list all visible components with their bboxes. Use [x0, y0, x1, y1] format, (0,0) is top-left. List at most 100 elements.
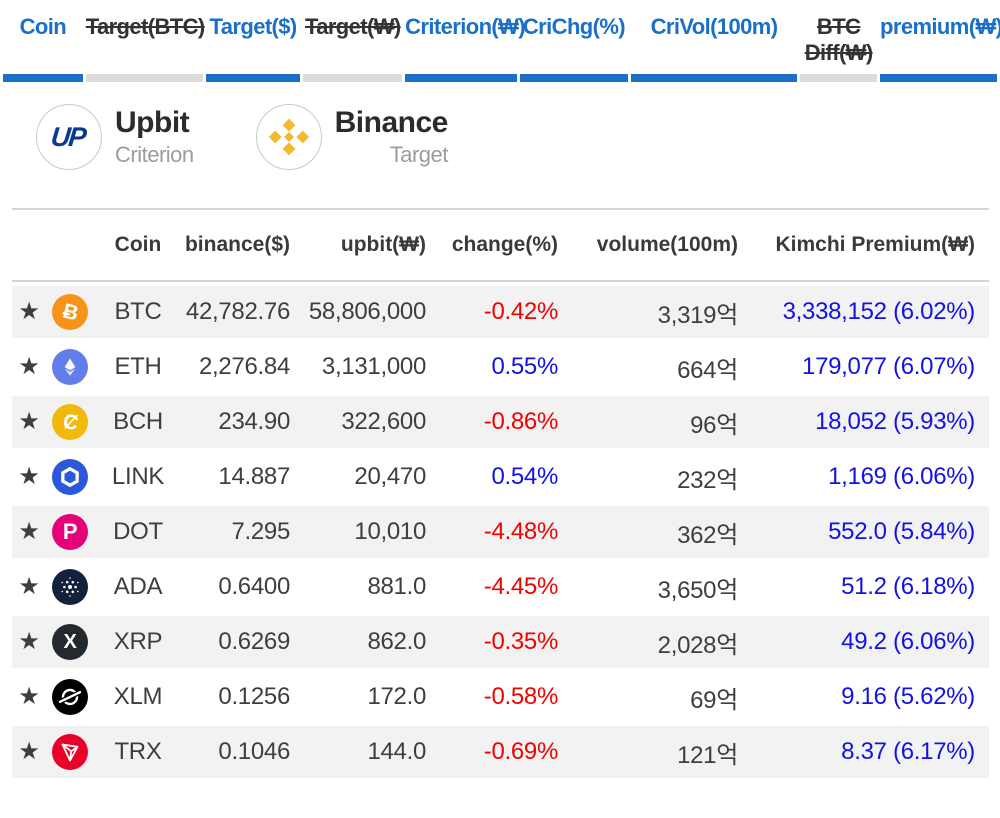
- volume-value: 69억: [690, 686, 738, 714]
- toggle-underline: [205, 74, 301, 82]
- kimchi-premium-value: 51.2 (6.18%): [841, 573, 975, 600]
- toggle-underline: [800, 74, 878, 82]
- toggle-underline: [405, 74, 518, 82]
- binance-price: 0.6400: [218, 573, 290, 600]
- coin-symbol: XLM: [113, 683, 163, 710]
- header-kimchi-premium: Kimchi Premium(₩): [775, 233, 975, 256]
- header-change: change(%): [451, 233, 558, 256]
- favorite-star-icon[interactable]: ★: [18, 683, 40, 710]
- change-percent: -0.69%: [483, 738, 559, 765]
- exchange-role: Criterion: [115, 142, 194, 167]
- toggle-btc-diff[interactable]: BTC Diff(₩): [800, 14, 878, 82]
- toggle-underline: [880, 74, 998, 82]
- table-body: ★ Ƀ BTC 42,782.76 58,806,000 -0.42% 3,319억 3,33…: [12, 286, 989, 778]
- binance-price: 0.1046: [218, 738, 290, 765]
- binance-logo-icon: [255, 104, 322, 170]
- toggle-label: Criterion(₩): [405, 14, 526, 39]
- favorite-star-icon[interactable]: ★: [18, 353, 40, 380]
- toggle-label: Target(₩): [304, 14, 401, 39]
- change-percent: -4.48%: [483, 518, 559, 545]
- toggle-label: Coin: [19, 14, 67, 39]
- link-coin-icon: [52, 459, 88, 495]
- coin-symbol: ETH: [114, 353, 162, 380]
- kimchi-premium-value: 49.2 (6.06%): [841, 628, 975, 655]
- favorite-star-icon[interactable]: ★: [18, 408, 40, 435]
- change-percent: -0.86%: [483, 408, 559, 435]
- ada-coin-icon: [52, 569, 88, 605]
- kimchi-premium-value: 3,338,152 (6.02%): [782, 298, 976, 325]
- header-coin: Coin: [114, 233, 162, 256]
- change-percent: -0.35%: [483, 628, 559, 655]
- toggle-crichg[interactable]: CriChg(%): [520, 14, 628, 82]
- coin-icon-cell: Ȼ: [46, 404, 94, 440]
- table-row: ★ Ƀ BTC 42,782.76 58,806,000 -0.42% 3,319억 3,33…: [12, 286, 989, 338]
- eth-coin-icon: [52, 349, 88, 385]
- kimchi-premium-value: 8.37 (6.17%): [841, 738, 975, 765]
- coin-icon-cell: X: [46, 624, 94, 660]
- binance-price: 42,782.76: [185, 298, 290, 325]
- favorite-star-icon[interactable]: ★: [18, 573, 40, 600]
- coin-icon-cell: [46, 459, 94, 495]
- kimchi-premium-value: 1,169 (6.06%): [828, 463, 975, 490]
- favorite-star-icon[interactable]: ★: [18, 518, 40, 545]
- favorite-star-icon[interactable]: ★: [18, 738, 40, 765]
- favorite-star-icon[interactable]: ★: [18, 298, 40, 325]
- table-row: ★ P DOT 7.295 10,010 -4.48% 362억 552.0 (5.84%): [12, 506, 989, 558]
- table-row: ★ ADA 0.6400 881.0 -4.45% 3,650억 51.2 (6.18%): [12, 561, 989, 613]
- coin-icon-cell: P: [46, 514, 94, 550]
- toggle-underline: [3, 74, 83, 82]
- toggle-label: premium(₩): [880, 14, 1000, 39]
- xrp-coin-icon: X: [52, 624, 88, 660]
- coin-symbol: BTC: [114, 298, 162, 325]
- exchange-role: Target: [389, 142, 449, 167]
- toggle-underline: [303, 74, 403, 82]
- dot-coin-icon: P: [52, 514, 88, 550]
- trx-coin-icon: [52, 734, 88, 770]
- toggle-target-krw[interactable]: Target(₩): [303, 14, 403, 82]
- upbit-price: 3,131,000: [321, 353, 426, 380]
- change-percent: 0.55%: [491, 353, 558, 380]
- volume-value: 96억: [690, 411, 738, 439]
- exchange-banner: UP Upbit Criterion: [36, 104, 1000, 170]
- exchange-name: Binance: [334, 106, 449, 139]
- coin-symbol: ADA: [113, 573, 163, 600]
- upbit-logo-icon: UP: [36, 104, 102, 170]
- table-row: ★ TRX 0.1046 144.0 -0.69% 121억 8.37 (6.17%): [12, 726, 989, 778]
- favorite-star-icon[interactable]: ★: [18, 463, 40, 490]
- toggle-target-btc[interactable]: Target(BTC): [85, 14, 205, 82]
- upbit-price: 144.0: [367, 738, 426, 765]
- upbit-mark: UP: [49, 121, 86, 152]
- toggle-premium[interactable]: premium(₩): [880, 14, 1000, 82]
- toggle-coin[interactable]: Coin: [3, 14, 83, 82]
- volume-value: 664억: [677, 356, 738, 384]
- toggle-label: Target(BTC): [85, 14, 205, 39]
- coin-symbol: LINK: [111, 463, 165, 490]
- binance-price: 0.6269: [218, 628, 290, 655]
- favorite-star-icon[interactable]: ★: [18, 628, 40, 655]
- binance-price: 14.887: [218, 463, 290, 490]
- upbit-price: 881.0: [367, 573, 426, 600]
- exchange-name: Upbit: [115, 106, 190, 139]
- column-toggle-bar: Coin Target(BTC) Target($) Target(₩) Criteri…: [0, 0, 1000, 82]
- binance-text: Binance Target: [334, 106, 449, 168]
- xlm-coin-icon: [52, 679, 88, 715]
- coin-icon-cell: [46, 679, 94, 715]
- toggle-label: CriChg(%): [522, 14, 626, 39]
- toggle-criterion-krw[interactable]: Criterion(₩): [405, 14, 526, 82]
- table-row: ★ Ȼ BCH 234.90 322,600 -0.86% 96억 18,052 (5.93%…: [12, 396, 989, 448]
- btc-coin-icon: Ƀ: [52, 294, 88, 330]
- upbit-price: 862.0: [367, 628, 426, 655]
- toggle-target-usd[interactable]: Target($): [205, 14, 301, 82]
- coin-icon-cell: [46, 349, 94, 385]
- binance-price: 2,276.84: [198, 353, 290, 380]
- toggle-crivol[interactable]: CriVol(100m): [630, 14, 798, 82]
- change-percent: 0.54%: [491, 463, 558, 490]
- volume-value: 121억: [677, 741, 738, 769]
- toggle-underline: [520, 74, 628, 82]
- coin-icon-cell: [46, 569, 94, 605]
- upbit-price: 58,806,000: [308, 298, 426, 325]
- binance-price: 234.90: [218, 408, 290, 435]
- toggle-underline: [85, 74, 203, 82]
- toggle-label: BTC Diff(₩): [804, 14, 873, 65]
- coin-symbol: TRX: [114, 738, 162, 765]
